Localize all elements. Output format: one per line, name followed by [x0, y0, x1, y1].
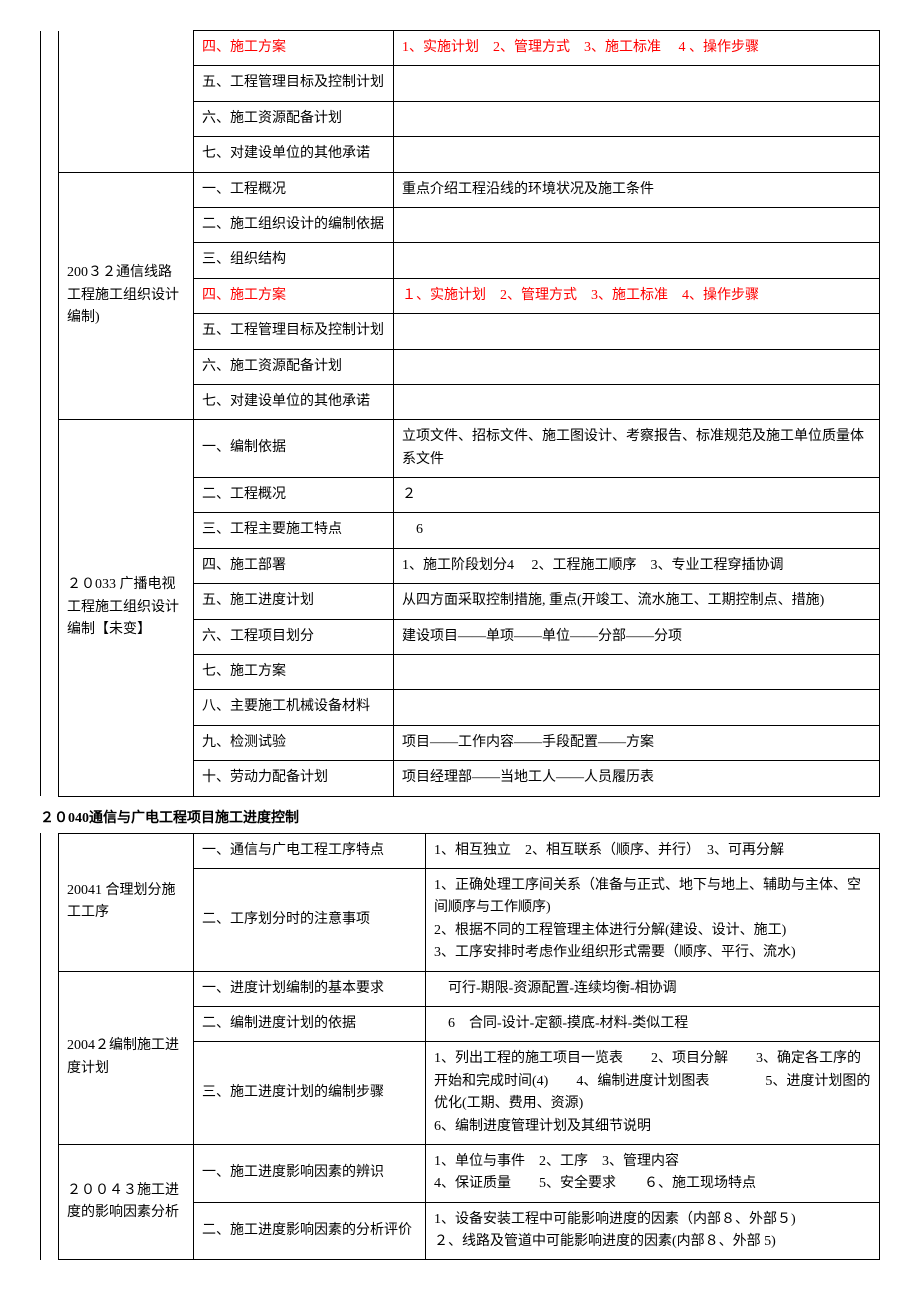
table-1: 四、施工方案 1、实施计划 2、管理方式 3、施工标准 4 、操作步骤 五、工程… [40, 30, 880, 797]
cell-mid: 四、施工方案 [194, 278, 394, 313]
cell-mid: 四、施工方案 [194, 31, 394, 66]
cell-mid: 五、工程管理目标及控制计划 [194, 314, 394, 349]
cell-right [394, 314, 880, 349]
cell-right: 6 合同-设计-定额-摸底-材料-类似工程 [426, 1006, 880, 1041]
cell-right: 1、施工阶段划分4 2、工程施工顺序 3、专业工程穿插协调 [394, 548, 880, 583]
cell-mid: 四、施工部署 [194, 548, 394, 583]
cell-mid: 六、施工资源配备计划 [194, 101, 394, 136]
cell-mid: 十、劳动力配备计划 [194, 761, 394, 796]
section-title: ２０040通信与广电工程项目施工进度控制 [40, 797, 880, 833]
cell-right [394, 655, 880, 690]
cell-mid: 一、通信与广电工程工序特点 [194, 833, 426, 868]
cell-right: 项目经理部——当地工人——人员履历表 [394, 761, 880, 796]
t2-group1-left: 20041 合理划分施工工序 [59, 833, 194, 971]
table-2-body: 20041 合理划分施工工序 一、通信与广电工程工序特点 1、相互独立 2、相互… [41, 833, 880, 1260]
cell-right: 立项文件、招标文件、施工图设计、考察报告、标准规范及施工单位质量体系文件 [394, 420, 880, 478]
cell-right [394, 349, 880, 384]
cell-mid: 一、施工进度影响因素的辨识 [194, 1144, 426, 1202]
cell-mid: 六、施工资源配备计划 [194, 349, 394, 384]
t2-group2-left: 2004２编制施工进度计划 [59, 971, 194, 1144]
table-row: 四、施工方案 1、实施计划 2、管理方式 3、施工标准 4 、操作步骤 [41, 31, 880, 66]
cell-right: ２ [394, 478, 880, 513]
cell-mid: 一、编制依据 [194, 420, 394, 478]
group2-left: 200３２通信线路工程施工组织设计编制) [59, 172, 194, 420]
cell-mid: 一、进度计划编制的基本要求 [194, 971, 426, 1006]
cell-right: １、实施计划 2、管理方式 3、施工标准 4、操作步骤 [394, 278, 880, 313]
table-2: 20041 合理划分施工工序 一、通信与广电工程工序特点 1、相互独立 2、相互… [40, 833, 880, 1261]
cell-mid: 七、施工方案 [194, 655, 394, 690]
cell-right: 1、相互独立 2、相互联系（顺序、并行） 3、可再分解 [426, 833, 880, 868]
cell-mid: 三、施工进度计划的编制步骤 [194, 1042, 426, 1145]
table-row: 2004２编制施工进度计划 一、进度计划编制的基本要求 可行-期限-资源配置-连… [41, 971, 880, 1006]
cell-mid: 二、编制进度计划的依据 [194, 1006, 426, 1041]
cell-mid: 二、施工进度影响因素的分析评价 [194, 1202, 426, 1260]
cell-right: 1、正确处理工序间关系（准备与正式、地下与地上、辅助与主体、空间顺序与工作顺序)… [426, 868, 880, 971]
cell-right: 项目——工作内容——手段配置——方案 [394, 725, 880, 760]
cell-mid: 二、施工组织设计的编制依据 [194, 207, 394, 242]
table-1-body: 四、施工方案 1、实施计划 2、管理方式 3、施工标准 4 、操作步骤 五、工程… [41, 31, 880, 797]
cell-mid: 八、主要施工机械设备材料 [194, 690, 394, 725]
cell-mid: 九、检测试验 [194, 725, 394, 760]
t2-group3-left: ２００４３施工进度的影响因素分析 [59, 1144, 194, 1260]
cell-right: 从四方面采取控制措施, 重点(开竣工、流水施工、工期控制点、措施) [394, 584, 880, 619]
cell-right: 1、实施计划 2、管理方式 3、施工标准 4 、操作步骤 [394, 31, 880, 66]
cell-mid: 五、施工进度计划 [194, 584, 394, 619]
cell-right [394, 207, 880, 242]
cell-right [394, 137, 880, 172]
cell-right [394, 384, 880, 419]
cell-right [394, 243, 880, 278]
cell-mid: 七、对建设单位的其他承诺 [194, 137, 394, 172]
cell-right: 1、单位与事件 2、工序 3、管理内容 4、保证质量 5、安全要求 ６、施工现场… [426, 1144, 880, 1202]
cell-right [394, 690, 880, 725]
cell-right [394, 101, 880, 136]
cell-mid: 七、对建设单位的其他承诺 [194, 384, 394, 419]
cell-mid: 一、工程概况 [194, 172, 394, 207]
table-row: ２００４３施工进度的影响因素分析 一、施工进度影响因素的辨识 1、单位与事件 2… [41, 1144, 880, 1202]
cell-right: 可行-期限-资源配置-连续均衡-相协调 [426, 971, 880, 1006]
cell-mid: 六、工程项目划分 [194, 619, 394, 654]
table-row: 20041 合理划分施工工序 一、通信与广电工程工序特点 1、相互独立 2、相互… [41, 833, 880, 868]
cell-right: 建设项目——单项——单位——分部——分项 [394, 619, 880, 654]
cell-mid: 三、组织结构 [194, 243, 394, 278]
cell-right: 1、设备安装工程中可能影响进度的因素（内部８、外部５) ２、线路及管道中可能影响… [426, 1202, 880, 1260]
cell-mid: 二、工序划分时的注意事项 [194, 868, 426, 971]
group3-left: ２０033 广播电视工程施工组织设计编制【未变】 [59, 420, 194, 796]
cell-right: 6 [394, 513, 880, 548]
cell-right [394, 66, 880, 101]
cell-right: 重点介绍工程沿线的环境状况及施工条件 [394, 172, 880, 207]
cell-mid: 三、工程主要施工特点 [194, 513, 394, 548]
cell-mid: 二、工程概况 [194, 478, 394, 513]
table-row: ２０033 广播电视工程施工组织设计编制【未变】 一、编制依据 立项文件、招标文… [41, 420, 880, 478]
group1-left [59, 31, 194, 173]
cell-right: 1、列出工程的施工项目一览表 2、项目分解 3、确定各工序的开始和完成时间(4)… [426, 1042, 880, 1145]
cell-mid: 五、工程管理目标及控制计划 [194, 66, 394, 101]
table-row: 200３２通信线路工程施工组织设计编制) 一、工程概况 重点介绍工程沿线的环境状… [41, 172, 880, 207]
